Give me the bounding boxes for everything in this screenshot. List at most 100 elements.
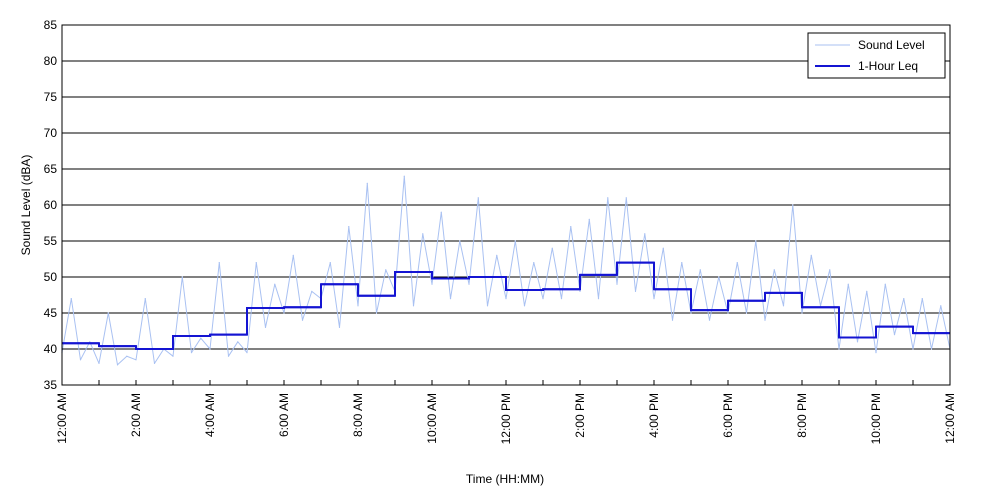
x-tick-label: 8:00 AM [351,393,365,437]
sound-level-point [847,283,849,285]
x-tick-label: 6:00 AM [277,393,291,437]
sound-level-point [107,312,109,314]
sound-level-point [560,298,563,300]
sound-level-point [357,305,359,307]
x-tick-label: 2:00 AM [129,393,143,437]
sound-level-point [940,305,942,307]
y-axis-label: Sound Level (dBA) [19,155,33,256]
sound-level-point [727,312,729,314]
sound-level-point [116,364,119,366]
sound-level-point [773,269,775,271]
sound-level-point [819,305,822,307]
y-tick-label: 40 [44,342,58,356]
sound-level-point [884,283,886,285]
sound-level-point [856,341,859,343]
sound-level-point [486,305,489,307]
y-tick-label: 60 [44,198,58,212]
sound-level-point [671,319,674,321]
sound-level-point [459,240,461,242]
sound-level-point [468,283,470,285]
sound-level-point [570,226,572,228]
legend-box [807,32,946,79]
sound-level-point [190,352,193,354]
sound-level-point [227,355,230,357]
x-tick-label: 4:00 AM [203,393,217,437]
sound-level-point [533,262,535,264]
sound-level-point [930,348,933,350]
sound-level-point [588,218,590,220]
sound-level-point [70,298,72,300]
sound-level-point [875,352,877,354]
x-tick-label: 12:00 AM [55,393,69,444]
y-tick-label: 45 [44,306,58,320]
sound-level-point [607,197,609,199]
sound-level-point [338,326,341,328]
sound-level-point [200,337,202,339]
x-tick-label: 2:00 PM [573,393,587,438]
sound-level-point [348,226,350,228]
sound-level-point [912,348,914,350]
sound-level-point [375,312,378,314]
sound-level-point [801,312,803,314]
sound-level-point [764,319,766,321]
sound-level-point [699,269,701,271]
sound-level-point [79,359,82,361]
sound-level-point [542,298,544,300]
sound-level-point [209,348,211,350]
sound-level-point [644,233,646,235]
sound-level-point [311,290,313,292]
legend-label-sound-level: Sound Level [858,38,925,52]
sound-level-point [745,312,748,314]
y-tick-label: 85 [44,18,58,32]
x-tick-label: 4:00 PM [647,393,661,438]
sound-level-point [634,290,637,292]
sound-level-point [292,254,294,256]
sound-level-point [653,298,655,300]
sound-level-point [477,197,479,199]
y-tick-label: 70 [44,126,58,140]
sound-level-point [736,262,738,264]
sound-level-point [255,262,257,264]
sound-level-point [893,334,896,336]
sound-level-point [625,197,627,199]
sound-level-point [792,204,794,206]
sound-level-point [681,262,683,264]
sound-level-point [172,355,174,357]
sound-level-point [810,254,812,256]
x-tick-label: 8:00 PM [795,393,809,438]
series-sound-level [61,175,951,366]
sound-level-point [440,211,442,213]
sound-level-point [597,298,600,300]
sound-level-point [264,326,267,328]
sound-level-point [422,233,424,235]
sound-level-point [866,290,868,292]
sound-level-point [89,341,91,343]
y-tick-label: 80 [44,54,58,68]
sound-level-point [708,319,711,321]
sound-level-point [246,352,248,354]
sound-level-point [412,305,415,307]
sound-level-point [237,341,239,343]
sound-level-point [403,175,405,177]
legend-label-1-hour-leq: 1-Hour Leq [858,59,918,73]
x-tick-label: 6:00 PM [721,393,735,438]
y-tick-label: 35 [44,378,58,392]
sound-level-point [514,240,516,242]
x-axis-label: Time (HH:MM) [466,472,544,486]
sound-level-point [181,276,183,278]
x-tick-label: 10:00 PM [869,393,883,444]
y-axis-tick-labels: 35 40 45 50 55 60 65 70 75 80 85 [44,18,58,392]
sound-level-point [718,276,720,278]
x-tick-label: 12:00 PM [499,393,513,444]
sound-level-point [153,362,156,364]
sound-level-point [135,359,137,361]
sound-level-point [755,240,757,242]
sound-level-point [218,262,220,264]
x-axis-tick-labels: 12:00 AM 2:00 AM 4:00 AM 6:00 AM 8:00 AM 10:0… [55,393,957,444]
sound-level-point [144,298,146,300]
sound-level-point [505,298,507,300]
sound-level-point [283,312,285,314]
sound-level-point [662,247,664,249]
x-tick-label: 10:00 AM [425,393,439,444]
